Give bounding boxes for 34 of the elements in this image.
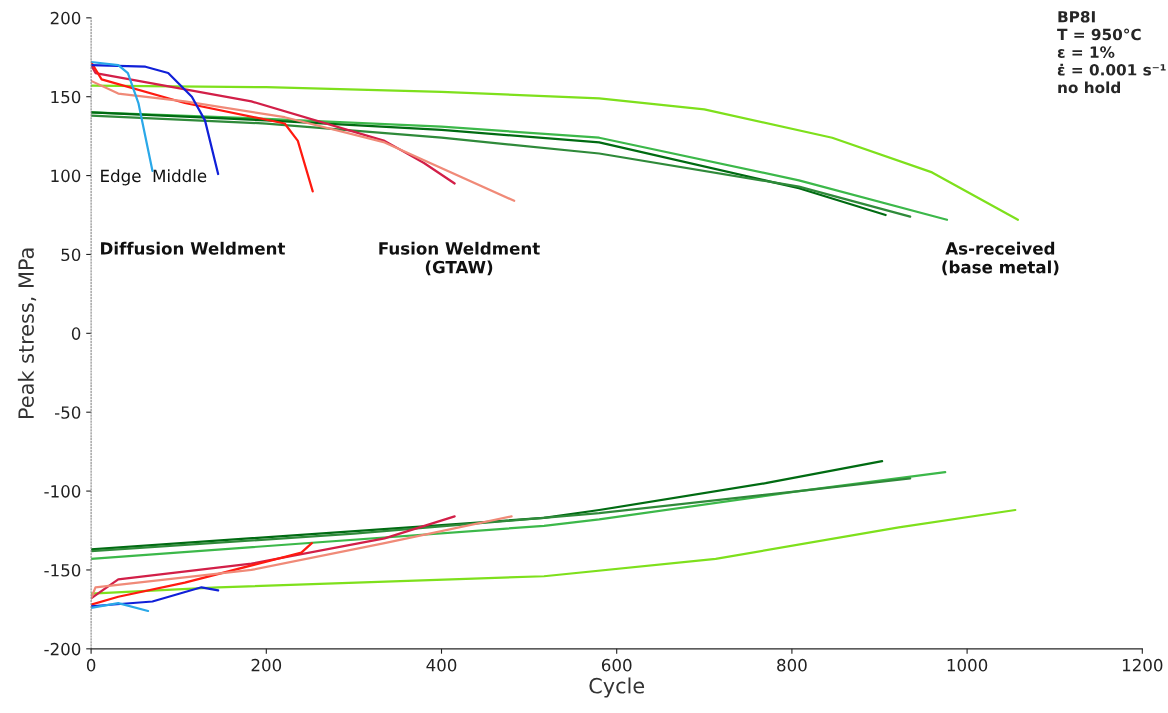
line-series: [91, 542, 313, 606]
y-tick-label: 200: [50, 11, 81, 25]
line-series: [91, 460, 884, 551]
y-axis-title: Peak stress, MPa: [17, 248, 37, 418]
line-series: [91, 471, 947, 561]
line-series: [91, 586, 220, 608]
x-axis-title: Cycle: [589, 677, 645, 698]
annotation: Diffusion Weldment: [101, 241, 286, 255]
annotation: Fusion Weldment (GTAW): [379, 241, 540, 276]
x-tick-label: 200: [251, 658, 282, 672]
line-series: [91, 477, 912, 553]
x-tick-label: 0: [86, 658, 96, 672]
annotation: As-received (base metal): [942, 241, 1059, 276]
line-series: [91, 508, 1017, 595]
annotation: Edge: [101, 169, 141, 186]
line-series: [91, 84, 1020, 221]
line-series: [91, 79, 516, 202]
x-tick-label: 800: [777, 658, 807, 672]
line-series: [91, 64, 456, 185]
annotation: BP8I T = 950°C ε = 1% ε̇ = 0.001 s⁻¹ no hold: [1057, 10, 1166, 94]
annotation: Middle: [153, 169, 207, 183]
x-tick-label: 1200: [1122, 658, 1163, 672]
y-tick-label: 0: [71, 327, 81, 340]
x-tick-label: 1000: [947, 658, 988, 672]
y-tick-label: 150: [51, 90, 81, 104]
y-tick-label: -100: [44, 485, 81, 498]
x-tick-label: 600: [601, 658, 632, 672]
y-tick-label: -200: [44, 642, 81, 656]
y-tick-label: 50: [61, 248, 81, 262]
y-tick-label: -50: [54, 406, 81, 419]
line-series: [91, 60, 314, 193]
y-tick-label: 100: [51, 169, 81, 183]
y-tick-label: -150: [44, 563, 81, 577]
x-tick-label: 400: [426, 658, 457, 672]
